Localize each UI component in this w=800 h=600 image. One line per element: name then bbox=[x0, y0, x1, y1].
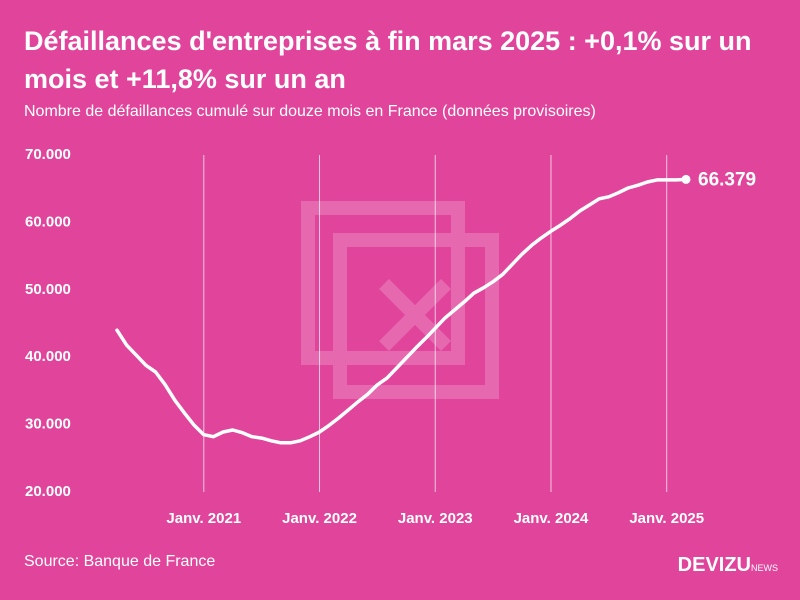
y-tick-label: 20.000 bbox=[25, 483, 71, 500]
chart-subtitle: Nombre de défaillances cumulé sur douze … bbox=[24, 103, 596, 120]
logo-suffix: NEWS bbox=[751, 563, 778, 573]
y-tick-label: 30.000 bbox=[25, 416, 71, 433]
y-tick-label: 50.000 bbox=[25, 281, 71, 298]
x-tick-label: Janv. 2021 bbox=[166, 510, 241, 527]
x-tick-label: Janv. 2023 bbox=[398, 510, 473, 527]
source: Source: Banque de France bbox=[24, 553, 216, 570]
logo: DEVIZUNEWS bbox=[678, 554, 778, 577]
x-tick-label: Janv. 2025 bbox=[629, 510, 704, 527]
line bbox=[115, 177, 688, 445]
y-tick-label: 70.000 bbox=[25, 146, 71, 163]
logo-text: DEVIZU bbox=[677, 554, 751, 576]
end-point bbox=[681, 174, 691, 184]
x-tick-label: Janv. 2022 bbox=[282, 510, 357, 527]
value-label: 66.379 bbox=[698, 169, 756, 190]
chart-title: Défaillances d'entreprises à fin mars 20… bbox=[24, 26, 752, 94]
y-tick-label: 60.000 bbox=[25, 213, 71, 230]
y-tick-label: 40.000 bbox=[25, 348, 71, 365]
x-tick-label: Janv. 2024 bbox=[514, 510, 589, 527]
